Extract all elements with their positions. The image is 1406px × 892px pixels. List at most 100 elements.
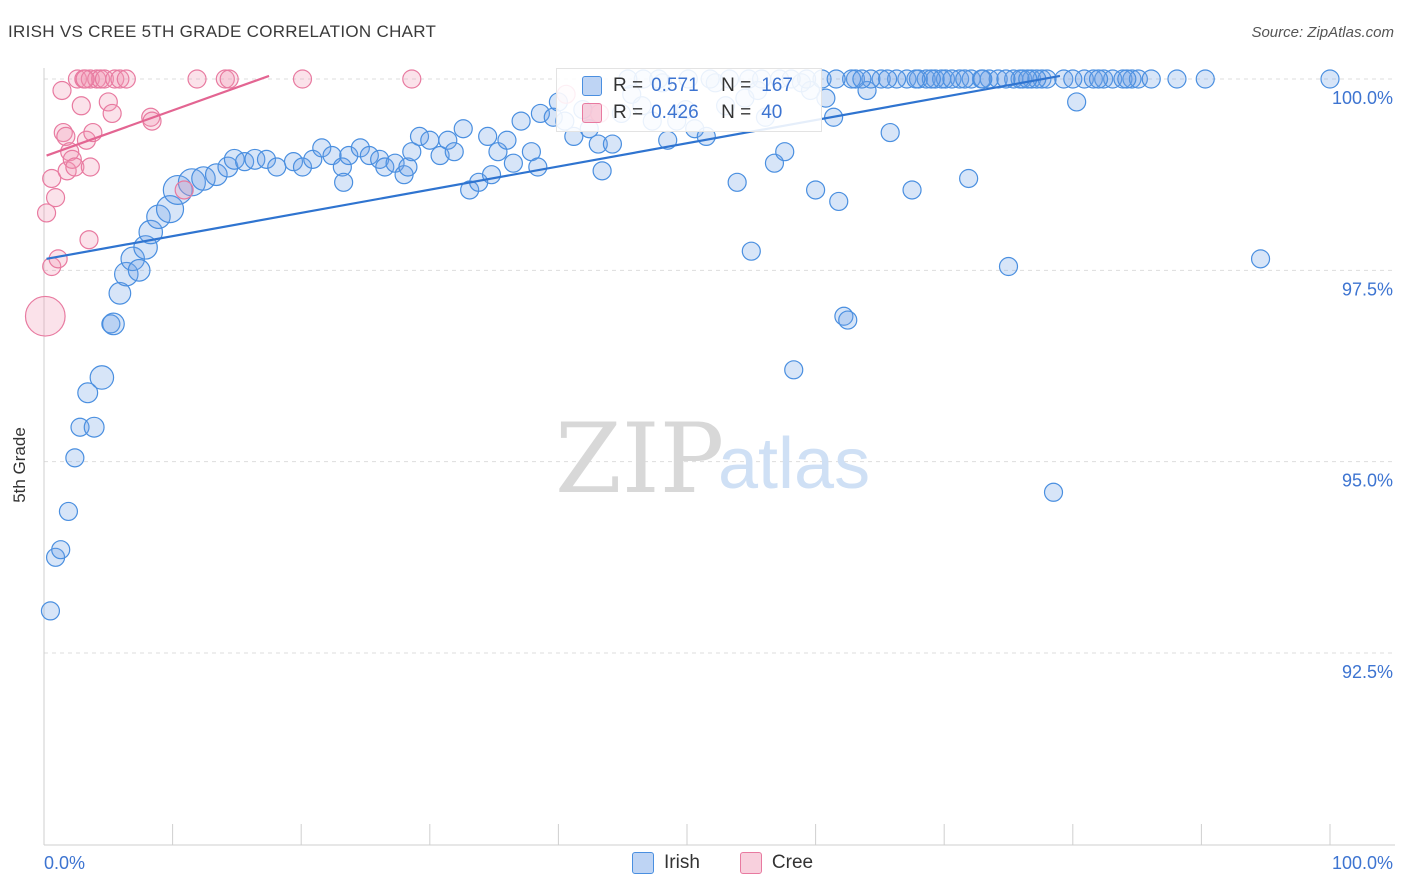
irish-point	[312, 138, 332, 158]
stats-r-value: 0.426	[651, 102, 699, 123]
x-tick-label: 0.0%	[44, 853, 85, 873]
legend-item-cree[interactable]: Cree	[739, 852, 814, 874]
irish-point	[880, 122, 900, 143]
irish-point	[108, 281, 132, 305]
irish-point	[114, 261, 139, 287]
cree-point	[292, 69, 313, 89]
stats-row-irish: R = 0.571 N = 167	[582, 75, 793, 97]
irish-point	[375, 157, 395, 177]
source-label: Source: ZipAtlas.com	[1251, 24, 1394, 41]
trendline-irish	[46, 74, 1061, 260]
irish-point	[906, 69, 926, 89]
cree-point	[174, 180, 194, 200]
irish-point	[89, 365, 115, 390]
irish-point	[784, 360, 804, 380]
irish-point	[602, 134, 623, 154]
cree-point	[105, 69, 125, 89]
cree-point	[75, 69, 95, 89]
cree-point	[402, 69, 422, 89]
cree-point	[116, 69, 136, 89]
irish-point	[727, 172, 747, 192]
cree-point	[219, 69, 239, 89]
irish-point	[478, 126, 498, 146]
irish-point	[191, 166, 216, 191]
irish-point	[741, 241, 761, 261]
irish-point	[267, 157, 287, 177]
irish-point	[1067, 92, 1087, 112]
legend-label-cree: Cree	[771, 852, 814, 873]
irish-point	[1117, 69, 1137, 89]
irish-point	[842, 69, 862, 89]
irish-point	[359, 145, 379, 166]
irish-point	[805, 180, 826, 200]
cree-point	[36, 203, 57, 223]
cree-point	[45, 188, 66, 208]
irish-point	[592, 161, 612, 181]
stats-r-label: R =	[613, 102, 644, 123]
irish-point	[1195, 69, 1215, 89]
irish-point	[77, 382, 99, 404]
cree-point	[80, 157, 100, 177]
watermark-atlas: atlas	[718, 424, 870, 504]
irish-point	[444, 142, 464, 162]
irish-point	[204, 163, 228, 187]
irish-point	[1083, 69, 1103, 89]
irish-point	[1122, 69, 1142, 89]
irish-point	[834, 306, 854, 326]
stats-n-label: N =	[721, 102, 752, 123]
trendline-cree	[46, 74, 270, 157]
cree-point	[80, 69, 100, 89]
irish-point	[530, 103, 550, 124]
cree-point	[94, 69, 115, 89]
stats-n-label: N =	[721, 75, 752, 96]
cree-point	[24, 295, 66, 337]
irish-point	[878, 69, 898, 89]
legend-swatch-cree	[739, 852, 762, 874]
stats-row-cree: R = 0.426 N = 40	[582, 102, 783, 124]
cree-point	[71, 96, 91, 116]
irish-point	[65, 448, 85, 468]
irish-point	[838, 310, 858, 330]
irish-point	[921, 69, 941, 89]
irish-point	[1320, 69, 1340, 89]
irish-point	[430, 145, 450, 166]
irish-point	[1063, 69, 1083, 89]
stats-swatch-irish	[582, 76, 602, 96]
irish-point	[1250, 249, 1271, 269]
irish-point	[453, 119, 473, 139]
y-axis-title: 5th Grade	[9, 427, 29, 503]
irish-point	[398, 157, 418, 177]
cree-point	[62, 149, 82, 169]
irish-point	[998, 256, 1019, 277]
irish-point	[102, 312, 125, 336]
irish-point	[51, 540, 71, 560]
y-tick-label: 92.5%	[1342, 662, 1393, 682]
irish-point	[283, 152, 304, 172]
irish-point	[503, 153, 523, 173]
irish-point	[420, 130, 440, 150]
irish-point	[58, 501, 79, 522]
irish-point	[40, 601, 61, 621]
irish-point	[292, 157, 313, 177]
irish-point	[1141, 69, 1161, 89]
irish-point	[1018, 69, 1038, 89]
irish-point	[1167, 69, 1187, 89]
axes	[43, 68, 1395, 846]
irish-point	[101, 314, 121, 334]
stats-n-value: 40	[761, 102, 783, 123]
series-irish	[40, 69, 1340, 621]
irish-point	[402, 142, 422, 162]
irish-point	[339, 145, 359, 166]
irish-point	[497, 130, 517, 150]
stats-r-value: 0.571	[651, 75, 699, 96]
irish-point	[409, 126, 430, 146]
irish-point	[996, 69, 1016, 89]
irish-point	[70, 417, 90, 437]
irish-point	[588, 134, 608, 154]
irish-point	[155, 195, 185, 224]
irish-point	[235, 152, 255, 172]
legend-item-irish[interactable]: Irish	[632, 852, 700, 874]
y-tick-label: 95.0%	[1342, 471, 1393, 491]
cree-point	[187, 69, 207, 89]
